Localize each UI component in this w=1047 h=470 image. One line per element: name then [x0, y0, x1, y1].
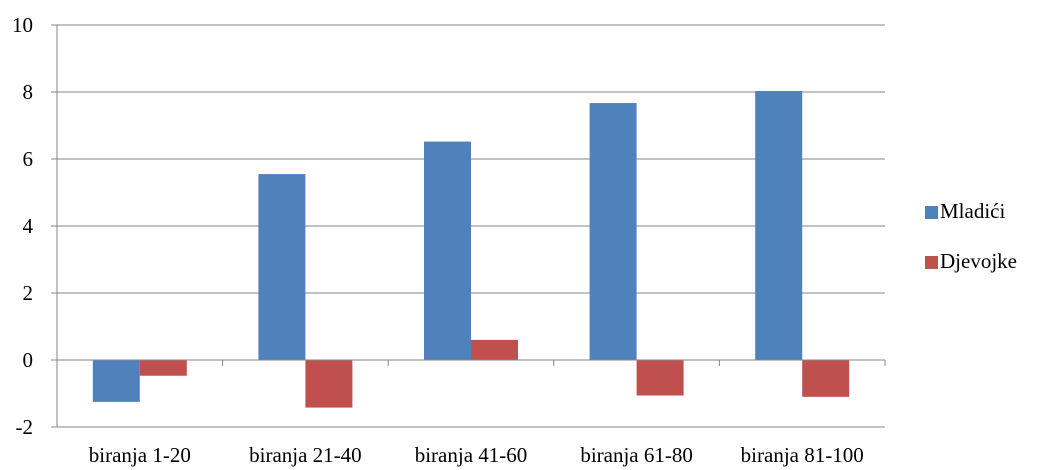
- bar-djevojke-3: [471, 340, 518, 360]
- y-tick-label: 0: [23, 348, 34, 372]
- bar-mladici-1: [93, 360, 140, 402]
- y-tick-labels: -2 0 2 4 6 8 10: [12, 13, 34, 439]
- bar-mladici-3: [424, 142, 471, 360]
- y-tick-label: -2: [16, 415, 34, 439]
- legend-label-mladici: Mladići: [940, 199, 1005, 223]
- x-category-label: biranja 41-60: [415, 443, 528, 467]
- legend-label-djevojke: Djevojke: [940, 249, 1017, 273]
- x-category-label: biranja 21-40: [249, 443, 362, 467]
- x-category-label: biranja 1-20: [89, 443, 191, 467]
- legend-swatch-mladici: [925, 206, 938, 219]
- x-category-label: biranja 81-100: [741, 443, 864, 467]
- y-tick-label: 2: [23, 281, 34, 305]
- legend: Mladići Djevojke: [925, 199, 1017, 273]
- bar-djevojke-5: [802, 360, 849, 397]
- y-tick-label: 6: [23, 147, 34, 171]
- bar-djevojke-1: [140, 360, 187, 376]
- bar-djevojke-2: [305, 360, 352, 408]
- y-tick-label: 4: [23, 214, 34, 238]
- x-category-labels: biranja 1-20 biranja 21-40 biranja 41-60 bi…: [89, 443, 864, 467]
- bar-mladici-2: [258, 174, 305, 360]
- bar-mladici-4: [590, 103, 637, 360]
- y-tick-label: 8: [23, 80, 34, 104]
- y-tick-label: 10: [12, 13, 33, 37]
- legend-swatch-djevojke: [925, 256, 938, 269]
- x-category-label: biranja 61-80: [580, 443, 693, 467]
- bar-mladici-5: [755, 91, 802, 360]
- bar-djevojke-4: [637, 360, 684, 396]
